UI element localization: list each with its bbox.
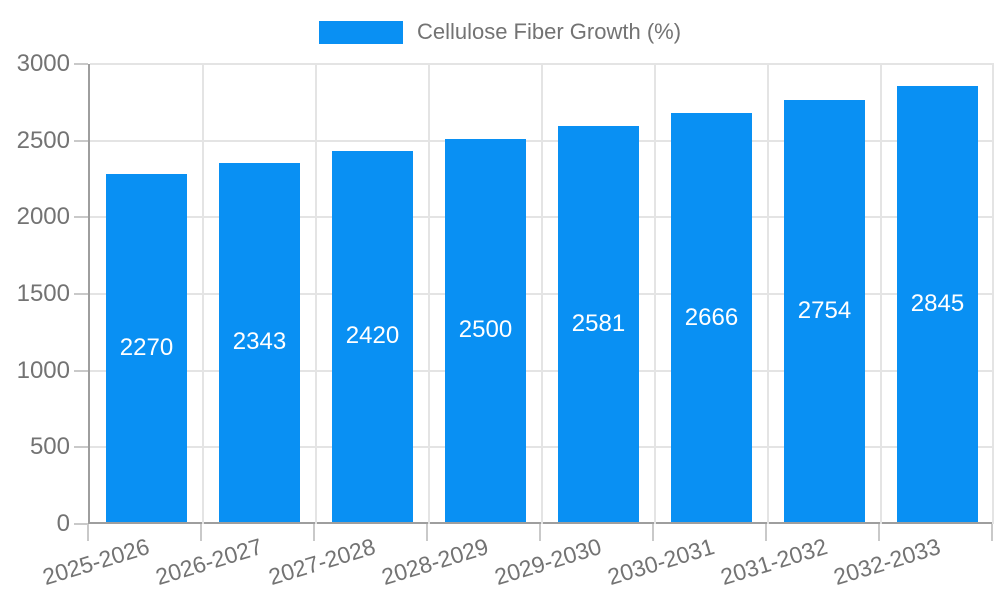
bar[interactable]: 2500 xyxy=(445,138,526,522)
x-axis-tick-label: 2026-2027 xyxy=(152,533,265,591)
bar[interactable]: 2754 xyxy=(784,99,865,522)
y-axis-tick-mark xyxy=(74,63,88,65)
y-axis-tick-mark xyxy=(74,139,88,142)
gridline-vertical xyxy=(428,64,430,524)
legend-label: Cellulose Fiber Growth (%) xyxy=(416,19,682,44)
y-axis-tick-label: 1000 xyxy=(16,356,70,384)
gridline-vertical xyxy=(767,64,769,524)
y-axis-tick-mark xyxy=(74,523,88,525)
gridline-vertical xyxy=(315,64,317,524)
x-axis-tick-mark xyxy=(765,524,767,541)
x-axis-tick-mark xyxy=(539,524,541,541)
x-axis-tick-mark xyxy=(200,524,202,541)
chart-legend: Cellulose Fiber Growth (%) xyxy=(0,17,1000,47)
y-axis-tick-label: 3000 xyxy=(16,50,70,77)
x-axis-tick-mark xyxy=(313,524,315,541)
y-axis-tick-label: 2500 xyxy=(16,126,70,154)
gridline-vertical xyxy=(880,64,882,524)
bar-value-label: 2270 xyxy=(119,333,174,361)
x-axis-tick-mark xyxy=(426,524,428,541)
y-axis-tick-label: 1500 xyxy=(16,280,70,307)
gridline-vertical xyxy=(654,64,656,524)
bar[interactable]: 2343 xyxy=(219,162,300,522)
bar-value-label: 2666 xyxy=(684,303,739,331)
x-axis-tick-label: 2032-2033 xyxy=(830,533,943,591)
bar-value-label: 2420 xyxy=(345,322,400,350)
bar-value-label: 2500 xyxy=(458,316,513,344)
bar-value-label: 2754 xyxy=(797,296,852,324)
y-axis-tick-mark xyxy=(74,216,88,219)
y-axis-tick-mark xyxy=(74,293,88,295)
gridline-vertical xyxy=(992,64,994,524)
plot-area: 2270 2343 2420 2500 2581 2666 2754 2845 xyxy=(88,63,994,524)
x-axis-tick-label: 2028-2029 xyxy=(378,533,491,591)
bar[interactable]: 2581 xyxy=(558,126,639,522)
x-axis-tick-label: 2031-2032 xyxy=(717,533,830,591)
y-axis-tick-label: 0 xyxy=(56,510,70,537)
gridline-vertical xyxy=(202,64,204,524)
x-axis-tick-label: 2025-2026 xyxy=(39,533,152,591)
y-axis-tick-mark xyxy=(74,446,88,449)
bar-value-label: 2845 xyxy=(910,289,965,317)
x-axis-tick-label: 2030-2031 xyxy=(604,533,717,591)
x-axis-tick-mark xyxy=(652,524,654,541)
gridline-vertical xyxy=(541,64,543,524)
x-axis-tick-label: 2029-2030 xyxy=(491,533,604,591)
bar[interactable]: 2666 xyxy=(671,113,752,522)
bar[interactable]: 2270 xyxy=(106,173,187,522)
x-axis-tick-mark xyxy=(87,524,89,541)
x-axis-tick-label: 2027-2028 xyxy=(265,533,378,591)
bar-value-label: 2581 xyxy=(571,310,626,338)
bar[interactable]: 2420 xyxy=(332,150,413,522)
legend-swatch-icon xyxy=(318,20,403,44)
legend-item[interactable]: Cellulose Fiber Growth (%) xyxy=(318,17,682,47)
x-axis-tick-mark xyxy=(991,524,993,541)
y-axis-tick-label: 2000 xyxy=(16,203,70,231)
y-axis-tick-mark xyxy=(74,369,88,372)
x-axis-tick-mark xyxy=(878,524,880,541)
bar[interactable]: 2845 xyxy=(897,85,978,522)
y-axis-tick-label: 500 xyxy=(29,433,70,461)
bar-value-label: 2343 xyxy=(232,328,287,356)
